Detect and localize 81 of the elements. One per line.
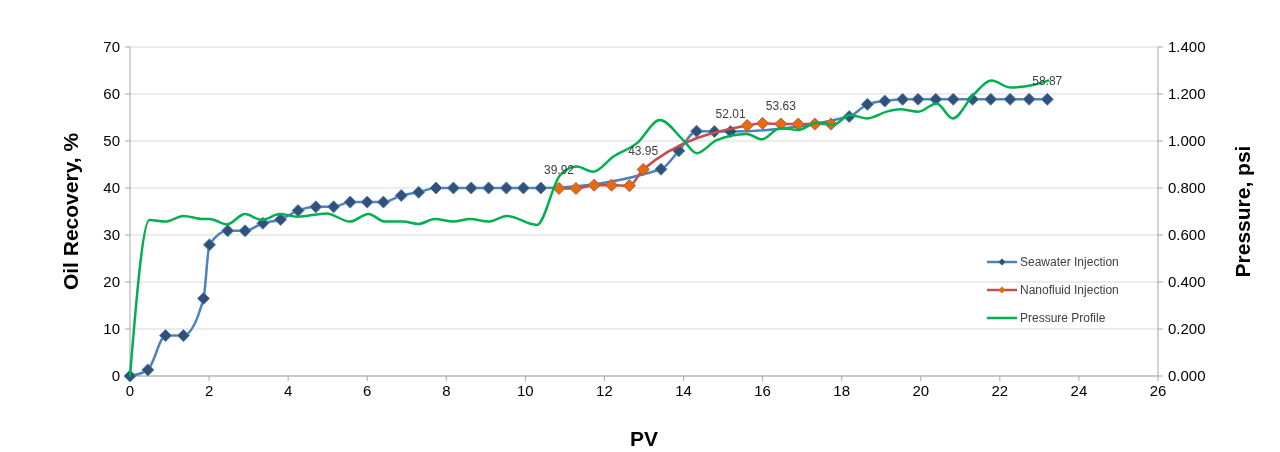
y2-axis-title: Pressure, psi — [1231, 145, 1254, 278]
y2-tick-label: 0.000 — [1168, 367, 1206, 384]
y2-tick-label: 1.000 — [1168, 132, 1206, 149]
point — [984, 92, 998, 106]
point — [896, 92, 910, 106]
point — [911, 92, 925, 106]
point — [1022, 92, 1036, 106]
x-tick-label: 16 — [754, 382, 771, 399]
point — [946, 92, 960, 106]
point — [429, 181, 443, 195]
x-tick-label: 0 — [125, 382, 135, 399]
x-tick-label: 10 — [517, 382, 534, 399]
point — [622, 179, 636, 193]
point — [482, 181, 496, 195]
y2-tick-label: 0.800 — [1168, 179, 1206, 196]
y-tick-label: 70 — [103, 38, 120, 55]
y2-tick-label: 0.400 — [1168, 273, 1206, 290]
point — [740, 118, 754, 132]
point — [141, 363, 155, 377]
y-tick-label: 40 — [103, 179, 120, 196]
x-tick-label: 6 — [363, 382, 372, 399]
annotation: 53.63 — [765, 98, 797, 113]
point — [499, 181, 513, 195]
legend-label: Nanofluid Injection — [1020, 283, 1119, 297]
y2-tick-label: 0.600 — [1168, 226, 1206, 243]
y-tick-label: 20 — [103, 273, 120, 290]
point — [394, 189, 408, 203]
y-tick-label: 50 — [103, 132, 120, 149]
point — [343, 195, 357, 209]
point — [176, 329, 190, 343]
point — [197, 291, 211, 305]
point — [327, 200, 341, 214]
legend-label: Seawater Injection — [1020, 255, 1119, 269]
y-tick-label: 60 — [103, 85, 120, 102]
y2-tick-label: 0.200 — [1168, 320, 1206, 337]
point — [756, 116, 770, 130]
point — [360, 195, 374, 209]
point — [309, 200, 323, 214]
y-tick-label: 10 — [103, 320, 120, 337]
x-tick-label: 20 — [912, 382, 930, 399]
point — [1003, 92, 1017, 106]
point — [636, 162, 650, 176]
point — [464, 181, 478, 195]
point — [605, 178, 619, 192]
y-tick-label: 0 — [111, 367, 120, 384]
point — [587, 178, 601, 192]
x-tick-label: 24 — [1070, 382, 1088, 399]
point — [238, 224, 252, 238]
point — [860, 97, 874, 111]
x-tick-label: 12 — [596, 382, 613, 399]
point — [159, 329, 173, 343]
point — [446, 181, 460, 195]
annotation: 58.87 — [1032, 74, 1063, 89]
x-tick-label: 14 — [675, 382, 692, 399]
x-tick-label: 26 — [1149, 382, 1167, 399]
point — [1040, 92, 1054, 106]
point — [202, 238, 216, 252]
point — [569, 181, 583, 195]
point — [690, 124, 704, 138]
legend-label: Pressure Profile — [1020, 311, 1106, 325]
point — [791, 117, 805, 131]
point — [878, 94, 892, 108]
point — [291, 204, 305, 218]
point — [412, 185, 426, 199]
y2-tick-label: 1.200 — [1168, 85, 1206, 102]
y-axis-title: Oil Recovery, % — [59, 132, 82, 291]
point — [516, 181, 530, 195]
point — [221, 224, 235, 238]
x-tick-label: 2 — [204, 382, 214, 399]
annotation: 52.01 — [715, 106, 746, 121]
x-tick-label: 22 — [991, 382, 1009, 399]
point — [654, 162, 668, 176]
x-tick-label: 4 — [283, 382, 293, 399]
x-axis-title: PV — [629, 427, 659, 450]
y-tick-label: 30 — [103, 226, 120, 243]
point — [376, 195, 390, 209]
point — [534, 181, 548, 195]
x-tick-label: 18 — [833, 382, 851, 399]
annotation: 43.95 — [628, 144, 659, 159]
y2-tick-label: 1.400 — [1168, 38, 1206, 55]
x-tick-label: 8 — [442, 382, 451, 399]
